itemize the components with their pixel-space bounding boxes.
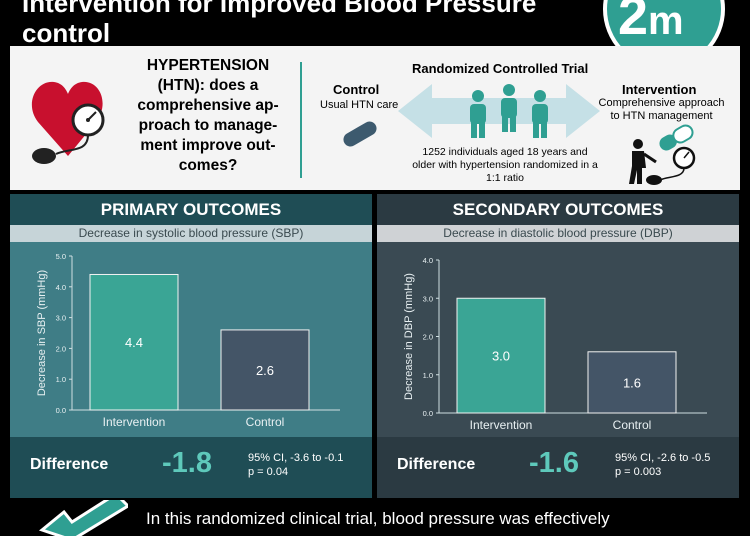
primary-difference-value: -1.8: [162, 447, 212, 479]
secondary-chart-area: 0.0 1.0 2.0 3.0 4.0 Decrease in DBP (mmHg) 3.0…: [377, 242, 739, 437]
secondary-difference-label: Difference: [397, 456, 476, 473]
y-tick-label: 4.0: [56, 283, 66, 292]
y-tick-label: 3.0: [423, 294, 433, 303]
checkmark-icon: [38, 500, 128, 536]
rct-title: Randomized Controlled Trial: [412, 61, 589, 76]
htn-question: HYPERTENSION (HTN): does a comprehensive…: [137, 57, 279, 174]
pill-icon: [659, 124, 694, 151]
primary-outcomes-subtitle: Decrease in systolic blood pressure (SBP…: [10, 225, 372, 242]
bar-value-label: 1.6: [623, 375, 641, 390]
x-tick-label: Control: [613, 418, 652, 432]
control-title: Control: [333, 82, 380, 97]
y-tick-label: 5.0: [56, 252, 66, 261]
primary-p-value: p = 0.04: [248, 466, 289, 478]
secondary-outcomes-panel: SECONDARY OUTCOMES Decrease in diastolic…: [377, 194, 739, 498]
x-tick-label: Intervention: [103, 415, 166, 429]
primary-outcomes-title: PRIMARY OUTCOMES: [100, 200, 282, 219]
person-with-cuff-icon: [629, 139, 696, 185]
y-axis-label: Decrease in DBP (mmHg): [403, 273, 415, 400]
randomization-arrow-icon: [398, 84, 600, 138]
logo-letter: m: [648, 0, 684, 43]
y-tick-label: 1.0: [56, 375, 66, 384]
logo-text: 2m: [618, 0, 684, 51]
y-tick-label: 2.0: [423, 333, 433, 342]
y-tick-label: 4.0: [423, 256, 433, 265]
primary-chart-area: 0.0 1.0 2.0 3.0 4.0 5.0 Decrease in SBP (mmHg)…: [10, 242, 372, 437]
secondary-p-value: p = 0.003: [615, 466, 662, 478]
section-divider: [300, 62, 302, 178]
bar-value-label: 2.6: [256, 363, 274, 378]
sbp-bar-chart: 0.0 1.0 2.0 3.0 4.0 5.0 Decrease in SBP (mmHg)…: [36, 252, 340, 429]
secondary-outcomes-subtitle: Decrease in diastolic blood pressure (DB…: [377, 225, 739, 242]
rct-description: 1252 individuals aged 18 years and older…: [412, 146, 598, 184]
bar-control: [587, 351, 677, 414]
y-tick-label: 2.0: [56, 344, 66, 353]
primary-ci: 95% CI, -3.6 to -0.1: [248, 452, 344, 464]
primary-difference-label: Difference: [30, 456, 109, 473]
x-tick-label: Control: [246, 415, 285, 429]
conclusion-text: In this randomized clinical trial, blood…: [146, 509, 610, 528]
intervention-title: Intervention: [622, 82, 697, 97]
x-tick-label: Intervention: [470, 418, 533, 432]
bar-intervention: [456, 297, 546, 414]
primary-outcomes-panel: PRIMARY OUTCOMES Decrease in systolic bl…: [10, 194, 372, 498]
y-tick-label: 0.0: [423, 409, 433, 418]
people-icon: [470, 84, 548, 138]
intervention-subtitle: Comprehensive approach to HTN management: [598, 97, 725, 122]
blood-pressure-gauge-icon: [32, 103, 105, 164]
dbp-bar-chart: 0.0 1.0 2.0 3.0 4.0 Decrease in DBP (mmHg) 3.0…: [403, 256, 707, 432]
study-overview-panel: [10, 46, 740, 190]
secondary-ci: 95% CI, -2.6 to -0.5: [615, 452, 711, 464]
y-tick-label: 0.0: [56, 406, 66, 415]
y-tick-label: 1.0: [423, 371, 433, 380]
y-axis-label: Decrease in SBP (mmHg): [36, 270, 48, 396]
secondary-ci-block: 95% CI, -2.6 to -0.5 p = 0.003: [615, 451, 710, 479]
secondary-difference-value: -1.6: [529, 447, 579, 479]
y-tick-label: 3.0: [56, 314, 66, 323]
bar-control: [220, 329, 310, 411]
title-line-1: Intervention for Improved Blood Pressure: [22, 0, 537, 18]
logo-digit: 2: [618, 0, 649, 46]
bar-intervention: [89, 273, 179, 411]
heart-icon: [31, 81, 103, 156]
bar-value-label: 3.0: [492, 349, 510, 364]
control-subtitle: Usual HTN care: [320, 99, 399, 111]
pill-icon: [343, 121, 377, 147]
secondary-outcomes-title: SECONDARY OUTCOMES: [452, 200, 664, 219]
title-line-2: control: [22, 18, 111, 48]
primary-ci-block: 95% CI, -3.6 to -0.1 p = 0.04: [248, 451, 343, 479]
bar-value-label: 4.4: [125, 335, 143, 350]
page-title: Intervention for Improved Blood Pressure…: [22, 0, 582, 48]
